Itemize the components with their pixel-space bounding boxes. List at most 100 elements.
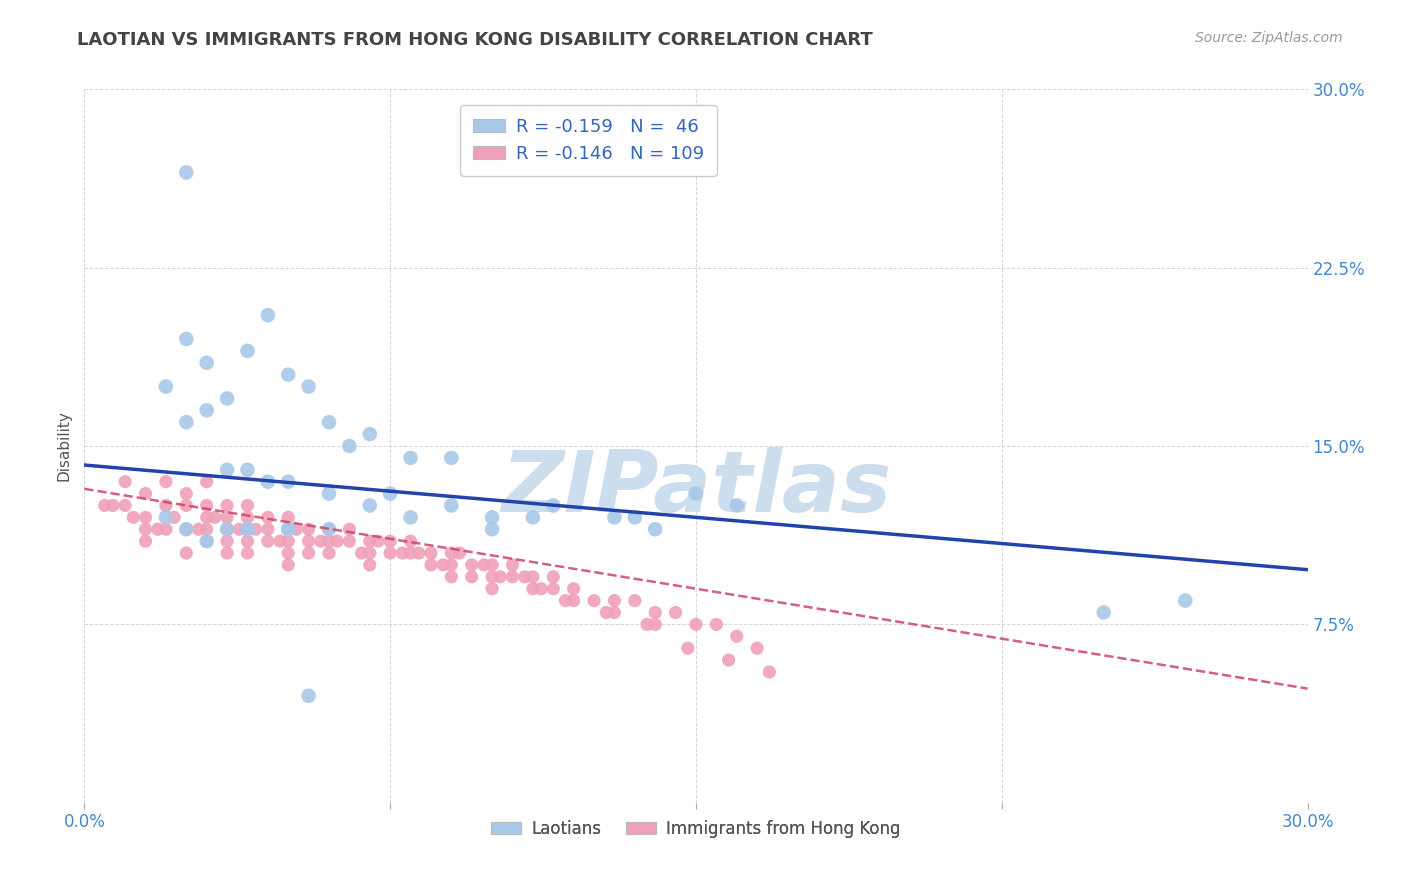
Point: [318, 534, 340, 549]
Point: [174, 165, 197, 179]
Point: [298, 546, 321, 560]
Point: [747, 641, 769, 656]
Point: [481, 582, 503, 596]
Point: [114, 475, 136, 489]
Point: [489, 570, 512, 584]
Point: [367, 534, 389, 549]
Point: [217, 392, 239, 406]
Point: [174, 332, 197, 346]
Point: [298, 522, 321, 536]
Point: [204, 510, 226, 524]
Text: Source: ZipAtlas.com: Source: ZipAtlas.com: [1195, 31, 1343, 45]
Point: [195, 403, 218, 417]
Point: [217, 546, 239, 560]
Point: [481, 522, 503, 536]
Point: [195, 534, 218, 549]
Point: [481, 570, 503, 584]
Point: [195, 499, 218, 513]
Point: [624, 593, 647, 607]
Point: [277, 546, 299, 560]
Point: [257, 522, 280, 536]
Point: [359, 546, 381, 560]
Point: [195, 356, 218, 370]
Point: [603, 510, 626, 524]
Point: [502, 570, 524, 584]
Point: [440, 450, 463, 465]
Point: [391, 546, 413, 560]
Point: [408, 546, 430, 560]
Text: ZIPatlas: ZIPatlas: [501, 447, 891, 531]
Point: [481, 510, 503, 524]
Point: [217, 510, 239, 524]
Point: [257, 308, 280, 322]
Point: [257, 475, 280, 489]
Point: [562, 582, 585, 596]
Point: [1174, 593, 1197, 607]
Point: [318, 522, 340, 536]
Point: [359, 427, 381, 442]
Point: [522, 510, 544, 524]
Point: [513, 570, 536, 584]
Point: [257, 534, 280, 549]
Point: [298, 379, 321, 393]
Point: [554, 593, 576, 607]
Point: [236, 546, 259, 560]
Point: [644, 522, 666, 536]
Point: [174, 522, 197, 536]
Point: [685, 486, 707, 500]
Point: [217, 463, 239, 477]
Point: [440, 570, 463, 584]
Point: [399, 510, 422, 524]
Text: LAOTIAN VS IMMIGRANTS FROM HONG KONG DISABILITY CORRELATION CHART: LAOTIAN VS IMMIGRANTS FROM HONG KONG DIS…: [77, 31, 873, 49]
Point: [530, 582, 553, 596]
Point: [326, 534, 349, 549]
Point: [277, 368, 299, 382]
Point: [277, 475, 299, 489]
Point: [195, 475, 218, 489]
Point: [174, 499, 197, 513]
Point: [461, 558, 484, 572]
Point: [217, 522, 239, 536]
Point: [236, 463, 259, 477]
Point: [725, 499, 748, 513]
Point: [380, 486, 402, 500]
Point: [135, 510, 157, 524]
Point: [472, 558, 495, 572]
Point: [155, 510, 177, 524]
Point: [101, 499, 124, 513]
Point: [114, 499, 136, 513]
Point: [318, 415, 340, 429]
Point: [685, 617, 707, 632]
Point: [277, 522, 299, 536]
Point: [432, 558, 454, 572]
Point: [236, 522, 259, 536]
Point: [174, 486, 197, 500]
Point: [309, 534, 332, 549]
Point: [195, 510, 218, 524]
Point: [217, 522, 239, 536]
Legend: Laotians, Immigrants from Hong Kong: Laotians, Immigrants from Hong Kong: [485, 814, 907, 845]
Point: [481, 558, 503, 572]
Point: [339, 534, 361, 549]
Point: [502, 558, 524, 572]
Point: [174, 415, 197, 429]
Point: [236, 499, 259, 513]
Point: [665, 606, 688, 620]
Point: [339, 522, 361, 536]
Point: [543, 570, 565, 584]
Point: [420, 546, 443, 560]
Point: [359, 499, 381, 513]
Point: [636, 617, 658, 632]
Point: [420, 558, 443, 572]
Point: [522, 582, 544, 596]
Point: [440, 558, 463, 572]
Point: [318, 546, 340, 560]
Point: [155, 499, 177, 513]
Point: [245, 522, 267, 536]
Point: [122, 510, 145, 524]
Point: [758, 665, 780, 679]
Y-axis label: Disability: Disability: [56, 410, 72, 482]
Point: [93, 499, 115, 513]
Point: [135, 534, 157, 549]
Point: [644, 617, 666, 632]
